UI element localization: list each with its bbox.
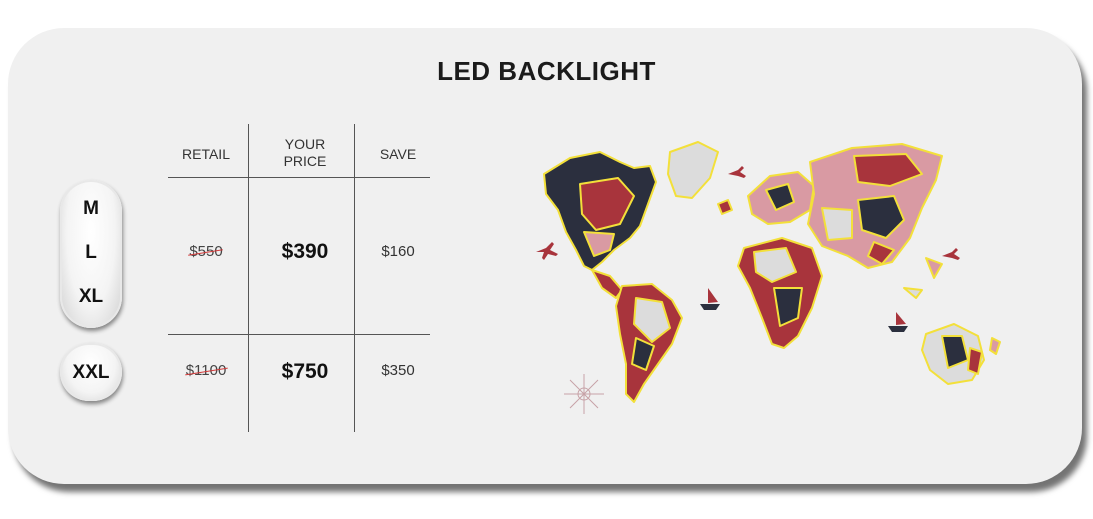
size-l-label: L — [85, 242, 97, 263]
your-price-row1: $390 — [281, 240, 329, 263]
size-xxl-label: XXL — [72, 362, 110, 383]
retail-header: RETAIL — [182, 146, 230, 162]
table-column-divider-left — [248, 124, 249, 432]
world-map-image — [536, 141, 1001, 414]
greenland-shape — [667, 141, 719, 199]
table-divider-middle — [168, 334, 430, 335]
table-column-divider-right — [354, 124, 355, 432]
size-group-m-l-xl[interactable]: M L XL — [60, 180, 122, 328]
save-row1: $160 — [381, 243, 415, 260]
your-price-header-line2: PRICE — [283, 153, 327, 169]
your-price-header: YOUR PRICE — [258, 136, 352, 170]
table-divider-top — [168, 177, 430, 178]
table-row: $550 — [170, 243, 242, 260]
retail-price-row2: $1100 — [185, 362, 227, 379]
save-row2: $350 — [381, 362, 415, 379]
page-title: LED BACKLIGHT — [437, 56, 656, 86]
table-row: $1100 — [170, 362, 242, 379]
retail-price-row1: $550 — [189, 243, 223, 260]
save-header: SAVE — [379, 146, 417, 162]
your-price-header-line1: YOUR — [284, 136, 326, 152]
ship-icon — [700, 288, 908, 332]
size-m-label: M — [83, 198, 99, 219]
compass-icon — [564, 374, 604, 414]
plane-icon — [536, 166, 960, 260]
your-price-row2: $750 — [281, 360, 329, 383]
size-xl-label: XL — [78, 286, 104, 307]
size-xxl-button[interactable]: XXL — [60, 343, 122, 401]
